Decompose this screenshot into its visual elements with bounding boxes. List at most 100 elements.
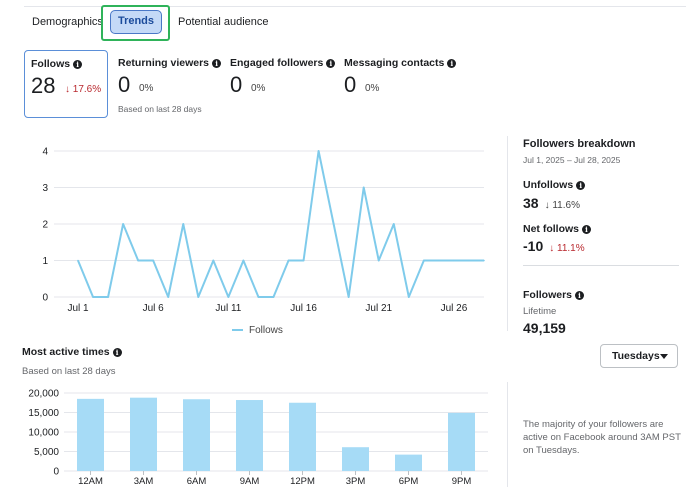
x-tick-label: 3PM [346, 476, 366, 487]
y-tick-label: 20,000 [28, 389, 59, 400]
tab-trends[interactable]: Trends [110, 10, 162, 34]
engaged-change: 0% [251, 83, 266, 94]
x-tick-label: 12AM [78, 476, 103, 487]
data-point [392, 223, 395, 225]
divider [24, 6, 686, 7]
data-point [423, 259, 425, 262]
info-icon[interactable]: i [582, 225, 592, 234]
x-tick-label: Jul 26 [441, 303, 468, 314]
bar [342, 447, 369, 471]
tab-bar: Demographics Trends Potential audience [0, 0, 696, 44]
metric-card-messaging-contacts[interactable]: Messaging contacts i 0 0% [338, 50, 458, 118]
chart-legend: Follows [232, 325, 283, 336]
data-point [302, 259, 305, 262]
bar [236, 400, 263, 471]
y-tick-label: 4 [42, 147, 48, 158]
info-icon[interactable]: i [212, 59, 222, 68]
bar [183, 399, 210, 471]
y-tick-label: 3 [42, 183, 48, 194]
unfollows-heading: Unfollows i [523, 179, 586, 191]
x-tick-label: Jul 11 [215, 303, 241, 314]
x-tick-label: 3AM [134, 476, 154, 487]
tab-trends-highlight [101, 5, 170, 41]
metric-card-returning-viewers[interactable]: Returning viewers i 0 0% Based on last 28… [112, 50, 222, 118]
data-point [122, 223, 124, 225]
divider [507, 136, 508, 331]
data-point [182, 223, 185, 225]
data-point [227, 296, 230, 298]
info-icon[interactable]: i [576, 181, 586, 190]
data-point [347, 296, 350, 298]
follows-line-chart: 0 1 2 3 4 Jul 1 Jul 6 Jul 11 Jul 16 Jul 21 Jul 26 [42, 147, 485, 314]
followers-label: Followers [523, 289, 573, 301]
messaging-label: Messaging contacts [344, 57, 445, 69]
data-point [438, 259, 440, 262]
unfollows-value: 38 [523, 195, 539, 211]
day-dropdown-value: Tuesdays [612, 350, 660, 362]
metric-label: Messaging contacts i [344, 57, 457, 69]
data-point [242, 259, 245, 262]
data-point [287, 259, 290, 262]
active-times-bar-chart: 0 5,000 10,000 15,000 20,000 12AM 3AM 6AM 9AM 12P… [28, 389, 488, 487]
metric-label: Returning viewers i [118, 57, 222, 69]
data-point [377, 259, 380, 262]
day-dropdown[interactable]: Tuesdays [600, 344, 678, 368]
lifetime-label: Lifetime [523, 306, 557, 317]
x-tick-label: Jul 16 [290, 303, 317, 314]
divider [507, 382, 508, 487]
info-icon[interactable]: i [112, 348, 122, 357]
followers-breakdown: Followers breakdown Jul 1, 2025 – Jul 28… [523, 138, 688, 336]
data-point [92, 296, 94, 298]
metric-card-engaged-followers[interactable]: Engaged followers i 0 0% [224, 50, 336, 118]
caret-down-icon [660, 354, 668, 359]
most-active-times-subtitle: Based on last 28 days [22, 366, 116, 377]
bar [395, 454, 422, 471]
y-tick-label: 10,000 [28, 428, 59, 439]
tab-potential-audience[interactable]: Potential audience [178, 16, 269, 28]
data-point [197, 296, 200, 298]
messaging-change: 0% [365, 83, 380, 94]
active-times-note: The majority of your followers are activ… [523, 419, 681, 456]
breakdown-title: Followers breakdown [523, 138, 636, 150]
metric-card-follows[interactable]: Follows i 28 ↓ 17.6% [24, 50, 108, 118]
active-title-label: Most active times [22, 346, 110, 358]
engaged-label: Engaged followers [230, 57, 324, 69]
returning-change: 0% [139, 83, 154, 94]
y-tick-label: 2 [42, 220, 48, 231]
engaged-value: 0 [230, 72, 243, 97]
data-point [137, 259, 139, 262]
follows-value: 28 [31, 73, 56, 98]
unfollows-row: 38 ↓ 11.6% [523, 195, 580, 211]
tab-demographics[interactable]: Demographics [32, 16, 103, 28]
net-follows-row: -10 ↓ 11.1% [523, 238, 585, 254]
net-follows-heading: Net follows i [523, 223, 592, 235]
net-follows-change: ↓ 11.1% [549, 243, 585, 254]
series-line-follows [77, 150, 484, 298]
legend-swatch [232, 329, 243, 332]
bar [130, 397, 157, 471]
data-point [453, 259, 455, 262]
x-tick-label: Jul 6 [143, 303, 165, 314]
unfollows-label: Unfollows [523, 179, 574, 191]
info-icon[interactable]: i [73, 60, 83, 69]
y-tick-label: 15,000 [28, 408, 59, 419]
bar [448, 412, 475, 471]
x-tick-label: 6PM [399, 476, 419, 487]
data-point [408, 296, 410, 298]
data-point [468, 259, 470, 262]
info-icon[interactable]: i [326, 59, 336, 68]
followers-heading: Followers i [523, 289, 585, 301]
info-icon[interactable]: i [447, 59, 457, 68]
y-tick-label: 1 [42, 256, 48, 267]
x-tick-label: 12PM [290, 476, 315, 487]
data-point [317, 150, 320, 152]
data-point [362, 186, 365, 189]
y-tick-label: 0 [53, 467, 59, 478]
follows-change: ↓ 17.6% [65, 84, 102, 95]
divider [523, 265, 679, 266]
bar [77, 398, 104, 471]
metric-label: Engaged followers i [230, 57, 336, 69]
x-tick-label: Jul 21 [365, 303, 392, 314]
info-icon[interactable]: i [575, 291, 585, 300]
data-point [483, 259, 485, 262]
